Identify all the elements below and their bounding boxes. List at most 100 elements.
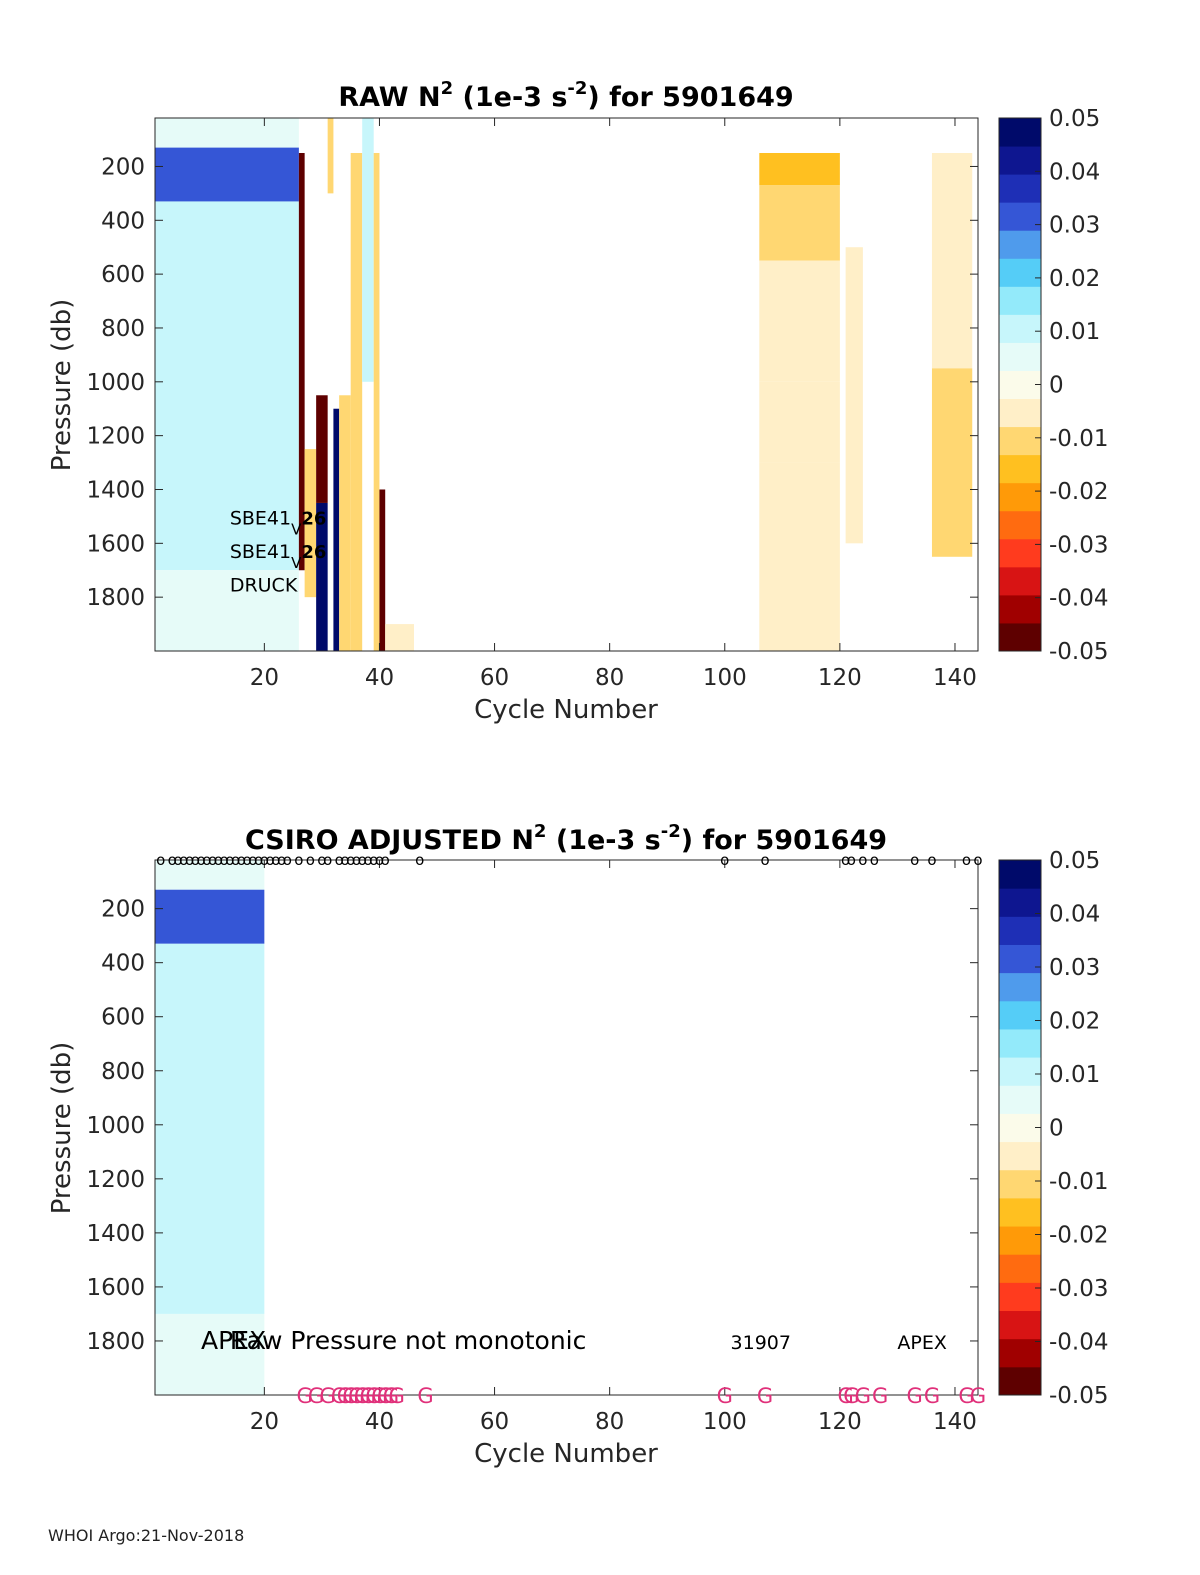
colorbar-segment [999, 174, 1041, 203]
colorbar-segment [999, 454, 1041, 484]
heatmap-cell [759, 185, 840, 261]
qc-flag-g: G [296, 1384, 312, 1408]
plot-annotation: Raw Pressure not monotonic [230, 1326, 587, 1355]
colorbar-segment [999, 342, 1041, 371]
qc-flag-o: o [196, 851, 205, 869]
x-tick-label: 60 [480, 1409, 509, 1435]
axes-frame [154, 117, 979, 652]
qc-flag-g: G [958, 1384, 974, 1408]
colorbar-tick-label: -0.03 [1049, 1276, 1109, 1302]
adjusted-axes: 20 40 60 80 100 120 140 200 400 600 800 1000 1200 140… [86, 859, 979, 1435]
qc-flag-g: G [389, 1384, 405, 1408]
qc-flag-g: G [855, 1384, 871, 1408]
colorbar-segment [999, 510, 1041, 540]
heatmap-cell [373, 152, 380, 652]
colorbar-segment [999, 538, 1041, 568]
adjusted-x-axis-label: Cycle Number [474, 1439, 658, 1469]
colorbar-tick-label: -0.03 [1049, 532, 1109, 558]
x-tick-label: 80 [595, 665, 624, 691]
y-tick-label: 600 [101, 262, 145, 288]
colorbar-segment [999, 594, 1041, 624]
y-tick-label: 200 [101, 154, 145, 180]
colorbar-segment [999, 398, 1041, 428]
colorbar-segment [999, 314, 1041, 343]
y-tick-label: 1800 [86, 585, 145, 611]
plot-annotation: SBE41V26 [230, 541, 327, 572]
colorbar-tick-label: -0.02 [1049, 1223, 1109, 1249]
qc-flag-o: o [352, 851, 361, 869]
heatmap-cell [155, 201, 299, 571]
x-tick-label: 100 [703, 1409, 747, 1435]
colorbar-segment [999, 1057, 1041, 1086]
qc-flag-o: o [173, 851, 182, 869]
qc-flag-o: o [358, 851, 367, 869]
qc-flag-g: G [837, 1384, 853, 1408]
qc-flag-o: o [363, 851, 372, 869]
qc-flag-o: o [381, 851, 390, 869]
heatmap-cell [759, 260, 840, 382]
adjusted-panel-title: CSIRO ADJUSTED N2 (1e-3 s-2) for 5901649 [245, 821, 887, 856]
heatmap-cell [759, 152, 840, 186]
x-tick-label: 140 [933, 1409, 977, 1435]
colorbar-segment [999, 118, 1041, 147]
heatmap-cell [379, 489, 386, 651]
qc-flag-o: o [306, 851, 315, 869]
y-tick-label: 1400 [86, 1221, 145, 1247]
qc-flag-g: G [331, 1384, 347, 1408]
colorbar-segment [999, 1282, 1041, 1312]
qc-flag-o: o [317, 851, 326, 869]
colorbar-segment [999, 146, 1041, 175]
colorbar-tick-label: 0.04 [1049, 902, 1100, 928]
qc-flag-o: o [242, 851, 251, 869]
qc-flag-g: G [907, 1384, 923, 1408]
qc-flag-g: G [348, 1384, 364, 1408]
colorbar-tick-label: 0 [1049, 1116, 1064, 1142]
colorbar-tick-label: 0.02 [1049, 1009, 1100, 1035]
y-tick-label: 800 [101, 316, 145, 342]
qc-flag-o: o [191, 851, 200, 869]
qc-flag-o: o [277, 851, 286, 869]
qc-flag-g: G [417, 1384, 433, 1408]
colorbar-tick-label: 0.03 [1049, 213, 1100, 239]
colorbar-segment [999, 1169, 1041, 1199]
qc-flag-o: o [841, 851, 850, 869]
qc-flag-o: o [927, 851, 936, 869]
raw-x-axis-label: Cycle Number [474, 695, 658, 725]
qc-flag-o: o [237, 851, 246, 869]
colorbar-segment [999, 1085, 1041, 1114]
heatmap-cell [304, 449, 317, 598]
qc-flag-o: o [346, 851, 355, 869]
qc-flag-o: o [340, 851, 349, 869]
qc-flag-o: o [271, 851, 280, 869]
adjusted-plot-area [155, 860, 978, 1395]
raw-axes: 20 40 60 80 100 120 140 200 400 600 800 1000 1200 140… [86, 117, 979, 691]
colorbar-segment [999, 1141, 1041, 1171]
colorbar-segment [999, 916, 1041, 945]
heatmap-cell [333, 408, 340, 651]
qc-flag-g: G [377, 1384, 393, 1408]
heatmap-cell [155, 889, 265, 944]
heatmap-cell [327, 118, 334, 194]
heatmap-cell [155, 943, 265, 1314]
qc-flag-g: G [757, 1384, 773, 1408]
axes-frame [154, 859, 979, 1396]
qc-flag-o: o [335, 851, 344, 869]
colorbar-tick-label: -0.01 [1049, 426, 1109, 452]
colorbar-segment [999, 482, 1041, 512]
qc-flag-g: G [970, 1384, 986, 1408]
heatmap-cell [155, 147, 299, 202]
raw-colorbar: 0.05 0.04 0.03 0.02 0.01 0 -0.01 -0.02 -0.03 -0.0… [998, 106, 1109, 665]
footer-credit: WHOI Argo:21-Nov-2018 [48, 1526, 245, 1545]
heatmap-cell [759, 462, 840, 651]
colorbar-segment [999, 888, 1041, 917]
y-tick-label: 1400 [86, 477, 145, 503]
qc-flag-o: o [219, 851, 228, 869]
colorbar-segment [999, 860, 1041, 889]
x-tick-label: 20 [250, 665, 279, 691]
heatmap-cell [155, 570, 299, 651]
qc-flag-o: o [870, 851, 879, 869]
qc-flag-o: o [179, 851, 188, 869]
qc-flag-g: G [337, 1384, 353, 1408]
